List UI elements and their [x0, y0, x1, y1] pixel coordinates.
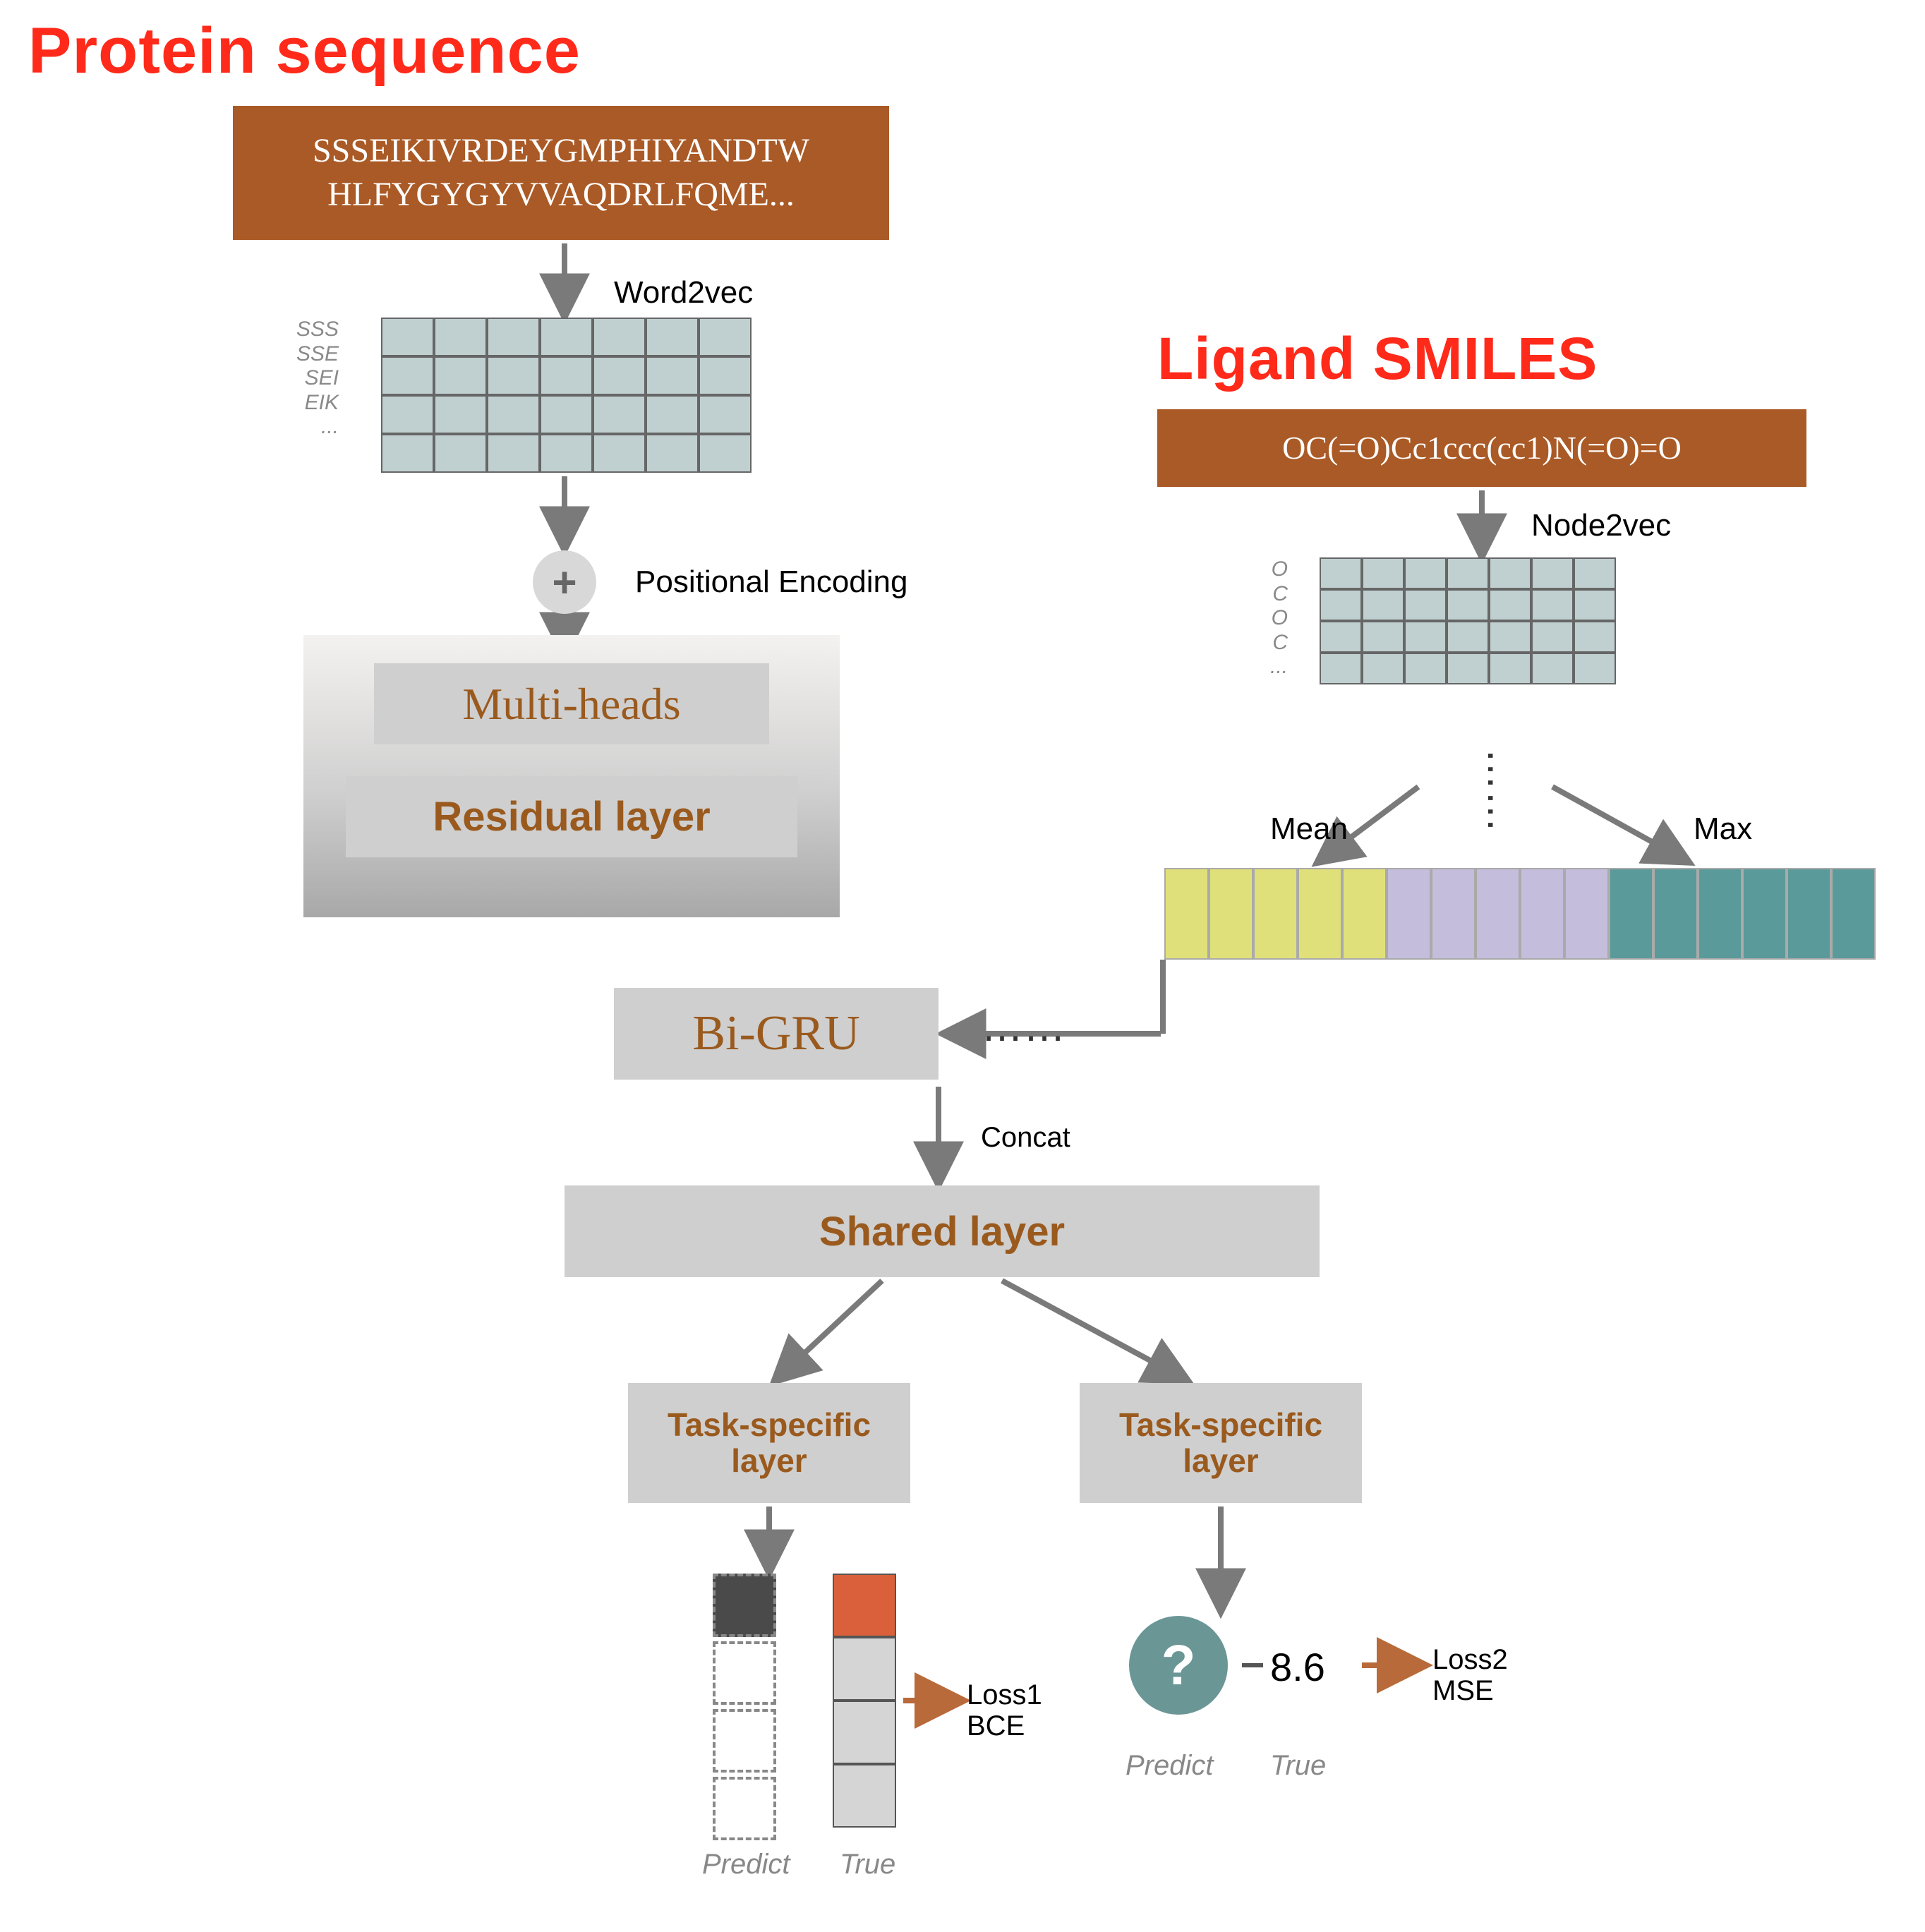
- question-circle: ?: [1129, 1616, 1228, 1715]
- word2vec-label: Word2vec: [614, 275, 753, 310]
- protein-title: Protein sequence: [28, 14, 581, 88]
- protein-sequence-box: SSSEIKIVRDEYGMPHIYANDTW HLFYGYGYVVAQDRLF…: [233, 106, 889, 240]
- positional-encoding-label: Positional Encoding: [635, 564, 907, 600]
- bigru-box: Bi-GRU: [614, 988, 939, 1080]
- loss1-label: Loss1BCE: [967, 1679, 1042, 1741]
- concat-label: Concat: [981, 1122, 1070, 1154]
- predict-column: [713, 1574, 776, 1840]
- ligand-vertical-dots: ……: [1478, 748, 1527, 833]
- protein-line2: HLFYGYGYVVAQDRLFQME...: [313, 173, 809, 217]
- bigru-dots: ……: [981, 1002, 1066, 1051]
- max-label: Max: [1694, 811, 1752, 847]
- ligand-embedding-grid: [1320, 557, 1616, 684]
- loss2-label: Loss2MSE: [1432, 1644, 1508, 1706]
- task-specific-box-2: Task-specificlayer: [1080, 1383, 1362, 1503]
- task-specific-box-1: Task-specificlayer: [628, 1383, 910, 1503]
- feature-strip: [1164, 868, 1876, 960]
- mean-label: Mean: [1270, 811, 1348, 847]
- ligand-smiles-box: OC(=O)Cc1ccc(cc1)N(=O)=O: [1157, 409, 1806, 487]
- residual-layer-box: Residual layer: [346, 776, 797, 857]
- true-sublabel-2: True: [1270, 1750, 1326, 1782]
- shared-layer-box: Shared layer: [565, 1185, 1320, 1277]
- protein-embedding-grid: [381, 318, 752, 473]
- protein-kmer-labels: SSSSSESEIEIK...: [296, 318, 339, 440]
- diagram-canvas: Protein sequence Ligand SMILES SSSEIKIVR…: [0, 0, 1925, 1932]
- predict-sublabel-1: Predict: [702, 1849, 790, 1880]
- protein-line1: SSSEIKIVRDEYGMPHIYANDTW: [313, 129, 809, 173]
- arrows-layer: [0, 0, 1925, 1932]
- plus-icon: +: [533, 550, 596, 614]
- predict-sublabel-2: Predict: [1126, 1750, 1214, 1782]
- ligand-title: Ligand SMILES: [1157, 325, 1598, 393]
- true-column: [833, 1574, 896, 1828]
- true-sublabel-1: True: [840, 1849, 895, 1880]
- ligand-kmer-labels: OCOC...: [1270, 557, 1288, 680]
- multi-heads-box: Multi-heads: [374, 663, 769, 744]
- true-value-label: 8.6: [1270, 1644, 1325, 1690]
- node2vec-label: Node2vec: [1531, 508, 1671, 543]
